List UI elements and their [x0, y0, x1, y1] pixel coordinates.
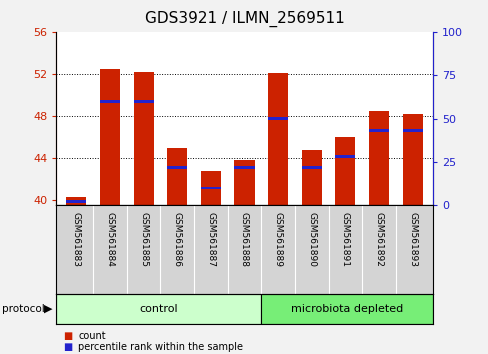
Bar	[402, 129, 422, 132]
Text: GSM561891: GSM561891	[340, 212, 349, 267]
Text: GSM561884: GSM561884	[105, 212, 114, 267]
Text: microbiota depleted: microbiota depleted	[290, 304, 402, 314]
Text: GSM561890: GSM561890	[306, 212, 316, 267]
Text: percentile rank within the sample: percentile rank within the sample	[78, 342, 243, 352]
Bar	[402, 114, 422, 205]
Text: GSM561883: GSM561883	[72, 212, 81, 267]
Bar	[66, 200, 86, 203]
Bar	[66, 197, 86, 205]
Bar	[368, 129, 388, 132]
Bar	[368, 111, 388, 205]
Text: GSM561885: GSM561885	[139, 212, 148, 267]
Text: control: control	[139, 304, 178, 314]
Bar	[261, 294, 432, 324]
Bar	[100, 100, 120, 103]
Bar	[167, 148, 187, 205]
Text: protocol: protocol	[2, 304, 45, 314]
Bar	[167, 166, 187, 169]
Bar	[100, 69, 120, 205]
Text: GSM561892: GSM561892	[374, 212, 383, 267]
Bar	[234, 160, 254, 205]
Text: GSM561887: GSM561887	[206, 212, 215, 267]
Text: ■: ■	[63, 331, 73, 341]
Text: GSM561893: GSM561893	[407, 212, 416, 267]
Bar	[301, 150, 321, 205]
Text: count: count	[78, 331, 105, 341]
Bar	[267, 117, 287, 120]
Bar	[133, 100, 153, 103]
Text: ■: ■	[63, 342, 73, 352]
Text: GSM561889: GSM561889	[273, 212, 282, 267]
Bar	[234, 166, 254, 169]
Bar	[201, 187, 221, 189]
Bar	[267, 73, 287, 205]
Bar	[133, 72, 153, 205]
Bar	[301, 166, 321, 169]
Text: GSM561888: GSM561888	[240, 212, 248, 267]
Text: GDS3921 / ILMN_2569511: GDS3921 / ILMN_2569511	[144, 11, 344, 27]
Text: GSM561886: GSM561886	[172, 212, 182, 267]
Text: ▶: ▶	[44, 304, 53, 314]
Bar	[201, 171, 221, 205]
Bar	[56, 294, 261, 324]
Bar	[335, 137, 355, 205]
Bar	[335, 155, 355, 158]
